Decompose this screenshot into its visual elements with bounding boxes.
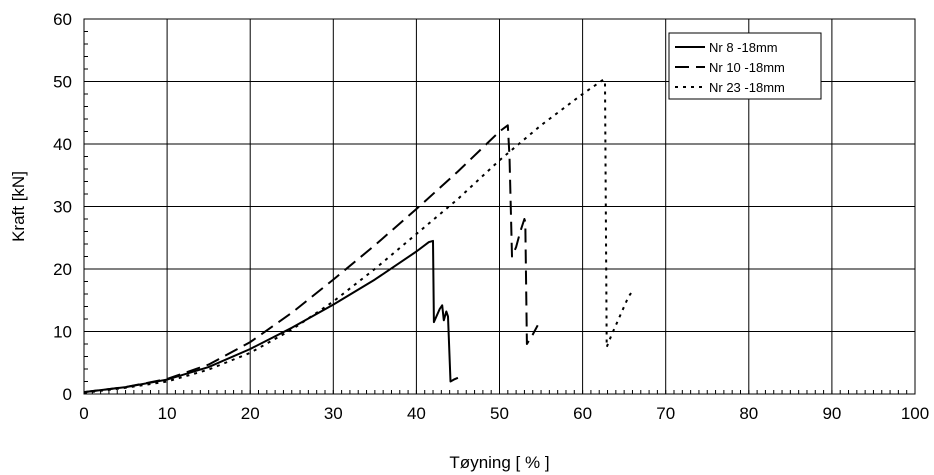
series-line-2 xyxy=(83,124,539,394)
y-tick-label: 10 xyxy=(53,323,72,342)
y-tick-label: 0 xyxy=(63,385,72,404)
y-axis-title: Kraft [kN] xyxy=(9,171,28,242)
legend-label: Nr 23 -18mm xyxy=(709,80,785,95)
x-tick-label: 60 xyxy=(573,404,592,423)
x-tick-labels: 0 10 20 30 40 50 60 70 80 90 100 xyxy=(79,404,929,423)
series-lines xyxy=(83,78,634,394)
x-tick-label: 70 xyxy=(656,404,675,423)
y-tick-label: 30 xyxy=(53,198,72,217)
y-tick-label: 60 xyxy=(53,10,72,29)
legend-box xyxy=(668,32,822,100)
x-tick-label: 100 xyxy=(901,404,929,423)
y-tick-label: 40 xyxy=(53,135,72,154)
minor-ticks xyxy=(83,18,916,395)
x-axis-title: Tøyning [ % ] xyxy=(449,453,549,472)
legend: Nr 8 -18mm Nr 10 -18mm Nr 23 -18mm xyxy=(668,32,822,100)
x-tick-label: 40 xyxy=(407,404,426,423)
x-tick-label: 80 xyxy=(739,404,758,423)
x-tick-label: 10 xyxy=(158,404,177,423)
legend-label: Nr 8 -18mm xyxy=(709,40,778,55)
y-tick-label: 20 xyxy=(53,260,72,279)
x-tick-label: 20 xyxy=(241,404,260,423)
y-tick-labels: 0 10 20 30 40 50 60 xyxy=(53,10,72,404)
series-line-3 xyxy=(83,78,634,394)
x-tick-label: 30 xyxy=(324,404,343,423)
x-tick-label: 0 xyxy=(79,404,88,423)
x-tick-label: 50 xyxy=(490,404,509,423)
legend-label: Nr 10 -18mm xyxy=(709,60,785,75)
y-tick-label: 50 xyxy=(53,73,72,92)
series-line-1 xyxy=(83,239,459,394)
x-tick-label: 90 xyxy=(822,404,841,423)
